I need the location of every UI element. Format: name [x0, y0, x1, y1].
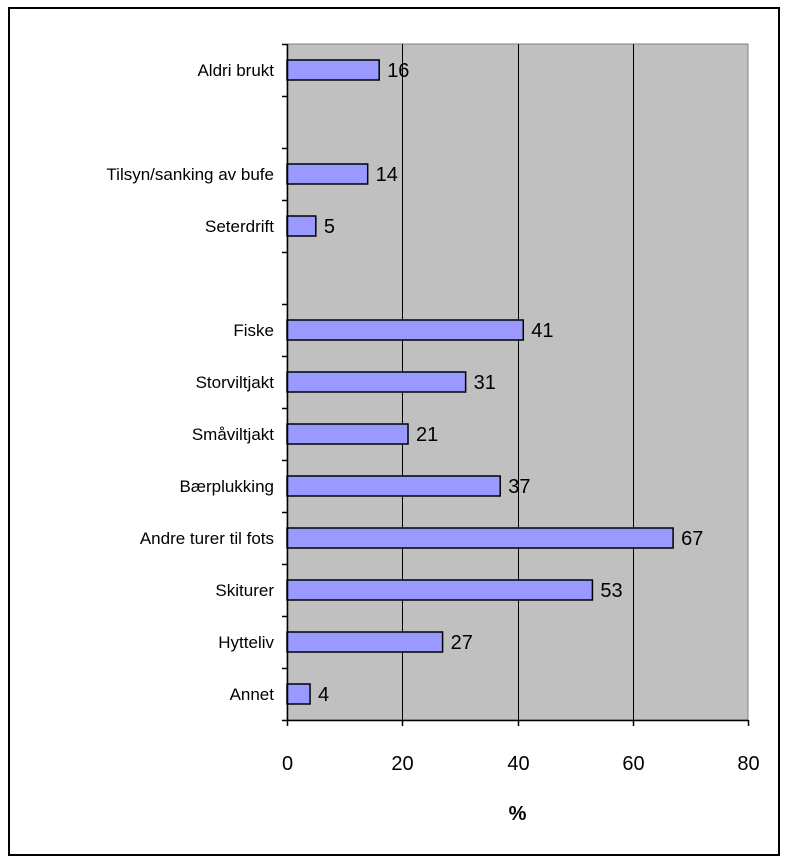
- bar: [286, 163, 369, 185]
- bar: [286, 579, 594, 601]
- category-labels: Aldri brukt Tilsyn/sanking av bufe Seterdr…: [106, 61, 274, 704]
- bar: [286, 683, 311, 705]
- x-axis-title: %: [509, 803, 527, 825]
- data-label: 67: [681, 528, 703, 550]
- category-label: Bærplukking: [180, 477, 275, 496]
- category-label: Aldri brukt: [197, 61, 274, 80]
- data-label: 5: [324, 216, 335, 238]
- x-tick-label: 0: [282, 753, 293, 775]
- category-label: Skiturer: [215, 581, 274, 600]
- axes: [282, 43, 750, 726]
- bar: [286, 215, 317, 237]
- data-label: 14: [376, 164, 398, 186]
- data-label: 37: [508, 476, 530, 498]
- category-label: Storviltjakt: [196, 373, 275, 392]
- x-tick-label: 40: [507, 753, 529, 775]
- x-tick-label: 20: [391, 753, 413, 775]
- category-label: Tilsyn/sanking av bufe: [106, 165, 274, 184]
- bars: [286, 59, 674, 705]
- category-label: Annet: [230, 685, 275, 704]
- bar: [286, 475, 501, 497]
- x-tick-labels: 0 20 40 60 80: [282, 753, 760, 775]
- bar: [286, 527, 674, 549]
- data-label: 27: [451, 632, 473, 654]
- data-label: 41: [531, 320, 553, 342]
- category-label: Andre turer til fots: [140, 529, 274, 548]
- bar: [286, 371, 467, 393]
- bar: [286, 319, 525, 341]
- bar: [286, 59, 380, 81]
- data-label: 31: [474, 372, 496, 394]
- category-label: Hytteliv: [218, 633, 274, 652]
- category-label: Seterdrift: [205, 217, 274, 236]
- bar: [286, 423, 409, 445]
- data-label: 16: [387, 60, 409, 82]
- value-labels: 16 14 5 41 31 21 37 67 53 27 4: [318, 60, 703, 706]
- x-tick-label: 80: [737, 753, 759, 775]
- data-label: 4: [318, 684, 329, 706]
- category-label: Fiske: [233, 321, 274, 340]
- data-label: 21: [416, 424, 438, 446]
- x-tick-label: 60: [622, 753, 644, 775]
- bar: [286, 631, 444, 653]
- category-label: Småviltjakt: [192, 425, 274, 444]
- data-label: 53: [600, 580, 622, 602]
